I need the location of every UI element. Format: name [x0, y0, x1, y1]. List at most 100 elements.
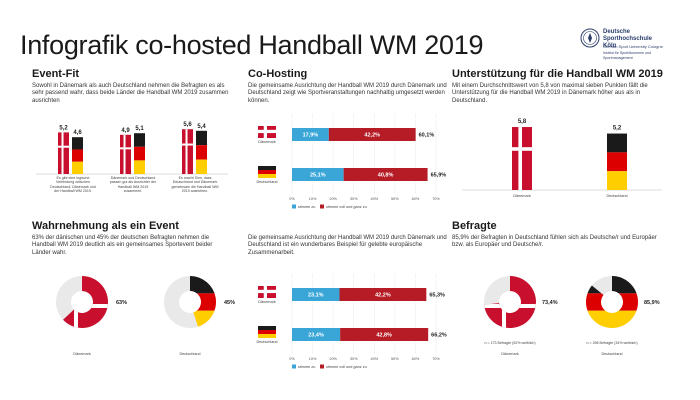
x-tick-label: 20% — [329, 357, 337, 361]
legend-swatch-agree — [292, 204, 296, 209]
event-fit-bar-germany — [134, 133, 145, 174]
support-category-label: Dänemark — [513, 194, 531, 198]
perception-value-label: 63% — [116, 300, 127, 306]
legend-label-agree: stimme zu — [298, 365, 315, 369]
bar-total-label: 66,2% — [431, 333, 447, 339]
bar-strongly-agree-label: 40,8% — [378, 173, 394, 179]
university-seal-icon — [580, 28, 600, 48]
survey-text: 85,9% der Befragten in Deutschland fühle… — [452, 235, 657, 249]
logo-name: Deutsche Sporthochschule Köln — [603, 29, 653, 49]
support-chart: 5,8 Dänemark 5,2 Deutschland — [462, 119, 662, 198]
bar-agree-label: 25,1% — [310, 173, 326, 179]
respondents-chart: 73,4% n = 173 Befragte (52% weiblich) Däne… — [484, 276, 660, 356]
bar-agree — [292, 168, 344, 181]
germany-flag-icon — [258, 166, 276, 178]
bar-strongly-agree-label: 42,2% — [375, 293, 391, 299]
event-fit-value-label: 5,4 — [197, 124, 206, 130]
event-fit-value-label: 4,6 — [73, 130, 82, 136]
x-tick-label: 10% — [309, 197, 317, 201]
legend-label-strongly-agree: stimme voll und ganz zu — [326, 205, 367, 209]
legend-swatch-agree — [292, 364, 296, 369]
support-value-label: 5,8 — [518, 119, 527, 125]
bar-agree-label: 23,1% — [308, 293, 324, 299]
bar-strongly-agree — [343, 168, 428, 181]
event-fit-bar-germany — [72, 137, 83, 174]
x-tick-label: 40% — [370, 197, 378, 201]
event-fit-value-label: 5,2 — [59, 125, 68, 131]
respondents-note: n = 298 Befragte (34% weiblich) — [586, 341, 637, 345]
co-hosting-heading: Co-Hosting — [248, 68, 308, 80]
bar-agree-label: 23,4% — [308, 333, 324, 339]
legend-swatch-strongly-agree — [320, 364, 324, 369]
event-fit-value-label: 4,9 — [121, 128, 130, 134]
perception-donut-germany — [164, 276, 216, 328]
bar-strongly-agree — [339, 288, 427, 301]
bar-agree-label: 17,9% — [303, 133, 319, 139]
perception-category-label: Dänemark — [73, 352, 91, 356]
legend-swatch-strongly-agree — [320, 204, 324, 209]
co-hosting-chart-1: 0% 10% 20% 30% 40% 50% 60% 70% Dänemark 17,9% 42,2… — [256, 114, 447, 209]
event-fit-caption-2: Dänemark und Deutschland passen gut als … — [109, 176, 157, 194]
perception-value-label: 45% — [224, 300, 235, 306]
x-tick-label: 60% — [412, 357, 420, 361]
event-fit-caption-3: Es macht Sinn, dass Deutschland und Däne… — [171, 176, 219, 194]
category-label: Deutschland — [256, 180, 277, 184]
x-tick-label: 70% — [432, 197, 440, 201]
example-text: Die gemeinsame Ausrichtung der Handball … — [248, 235, 447, 256]
logo-subtitle: German Sport University Cologne — [603, 44, 663, 49]
respondents-category-label: Dänemark — [501, 352, 519, 356]
category-label: Dänemark — [258, 140, 276, 144]
bar-total-label: 65,9% — [431, 173, 447, 179]
respondents-note: n = 173 Befragte (52% weiblich) — [484, 341, 535, 345]
bar-strongly-agree-label: 42,2% — [364, 133, 380, 139]
event-fit-caption-1: Es gibt eine logische Verbindung zwische… — [50, 176, 96, 194]
bar-agree — [292, 128, 329, 141]
perception-text: 63% der dänischen und 45% der deutschen … — [32, 235, 213, 256]
event-fit-heading: Event-Fit — [32, 68, 80, 80]
respondents-donut-denmark-slice — [484, 276, 536, 328]
category-label: Deutschland — [256, 340, 277, 344]
x-tick-label: 60% — [412, 197, 420, 201]
perception-category-label: Deutschland — [179, 352, 200, 356]
category-label: Dänemark — [258, 300, 276, 304]
support-heading: Unterstützung für die Handball WM 2019 — [452, 68, 663, 80]
x-tick-label: 20% — [329, 197, 337, 201]
respondents-donut-denmark — [484, 276, 536, 328]
x-tick-label: 40% — [370, 357, 378, 361]
respondents-category-label: Deutschland — [601, 352, 622, 356]
denmark-flag-icon — [258, 286, 276, 298]
survey-heading: Befragte — [452, 220, 497, 232]
respondents-value-label: 73,4% — [542, 300, 558, 306]
page-title: Infografik co-hosted Handball WM 2019 — [20, 30, 484, 60]
x-tick-label: 30% — [350, 197, 358, 201]
bar-total-label: 65,3% — [429, 293, 445, 299]
x-tick-label: 0% — [289, 357, 295, 361]
x-tick-label: 30% — [350, 357, 358, 361]
perception-heading: Wahrnehmung als ein Event — [32, 220, 179, 232]
bar-agree — [292, 288, 340, 301]
event-fit-bar-denmark — [58, 132, 69, 174]
perception-donut-denmark — [56, 276, 108, 328]
germany-flag-icon — [258, 326, 276, 338]
event-fit-text: Sowohl in Dänemark als auch Deutschland … — [32, 83, 229, 104]
perception-chart: 63% Dänemark 45% Deutschland — [56, 276, 235, 356]
support-text: Mit einem Durchschnittswert von 5,8 von … — [452, 83, 648, 104]
support-bar-germany — [607, 133, 627, 190]
event-fit-value-label: 5,6 — [183, 122, 192, 128]
x-tick-label: 50% — [391, 357, 399, 361]
bar-strongly-agree-label: 42,8% — [376, 333, 392, 339]
bar-total-label: 60,1% — [419, 133, 435, 139]
support-bar-denmark — [512, 127, 532, 190]
co-hosting-chart-2: 0% 10% 20% 30% 40% 50% 60% 70% Dänemark 23,1% 42,2… — [256, 274, 447, 369]
x-tick-label: 50% — [391, 197, 399, 201]
legend-label-strongly-agree: stimme voll und ganz zu — [326, 365, 367, 369]
event-fit-bar-germany — [196, 130, 207, 174]
bar-strongly-agree — [340, 328, 429, 341]
x-tick-label: 0% — [289, 197, 295, 201]
respondents-value-label: 85,9% — [644, 300, 660, 306]
event-fit-value-label: 5,1 — [135, 126, 144, 132]
event-fit-chart: 5,2 4,6 4,9 5,1 5,6 5,4 — [36, 122, 228, 175]
support-value-label: 5,2 — [613, 126, 622, 132]
denmark-flag-icon — [258, 126, 276, 138]
university-logo: Deutsche Sporthochschule Köln German Spo… — [580, 28, 690, 68]
